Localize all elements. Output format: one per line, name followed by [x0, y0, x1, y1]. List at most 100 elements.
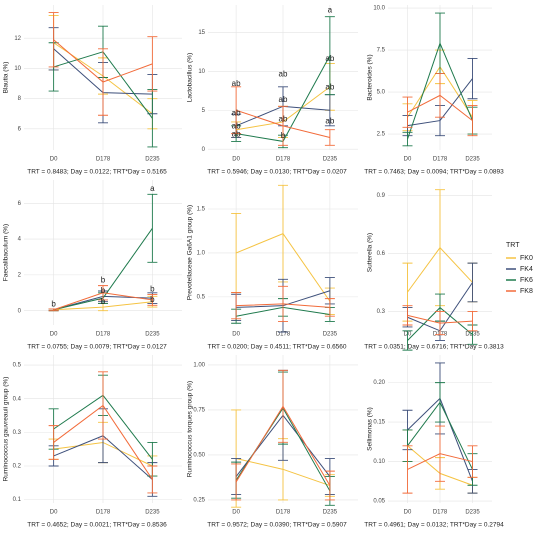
caption: TRT = 0.4652; Day = 0.0021; TRT*Day = 0.…	[27, 522, 167, 529]
legend-label: FK8	[520, 288, 533, 295]
y-tick-label: 12	[14, 36, 21, 42]
error-bar	[324, 16, 335, 96]
y-tick-label: 0.15	[373, 420, 385, 426]
error-bar	[98, 48, 108, 116]
y-tick-label: 0.5	[13, 363, 22, 369]
y-tick-label: 0.3	[377, 309, 386, 315]
error-bar	[324, 129, 335, 146]
x-tick-label: D235	[323, 157, 338, 163]
error-bar	[402, 96, 413, 128]
y-tick-label: 10.0	[373, 6, 385, 12]
x-tick-label: D178	[96, 332, 111, 338]
y-tick-label: 0.10	[373, 459, 385, 465]
annotation: b	[281, 131, 286, 140]
legend-label: FK6	[520, 277, 533, 284]
x-tick-label: D235	[465, 510, 480, 516]
annotation: ab	[232, 108, 241, 117]
annotation: ab	[232, 130, 241, 139]
x-tick-label: D235	[323, 510, 338, 516]
y-tick-label: 0.1	[13, 497, 22, 503]
error-bar	[278, 105, 288, 146]
annotation: ab	[279, 115, 288, 124]
y-tick-label: 1.00	[193, 362, 205, 368]
error-bar	[278, 369, 288, 443]
error-bar	[48, 12, 59, 68]
caption: TRT = 0.7463; Day = 0.0094; TRT*Day = 0.…	[364, 169, 504, 176]
x-tick-label: D0	[404, 157, 412, 163]
annotation: ab	[325, 116, 334, 125]
error-bar	[147, 294, 158, 306]
annotation: b	[51, 300, 56, 309]
error-bar	[147, 36, 158, 92]
annotation: b	[101, 297, 106, 306]
y-tick-label: 0.5	[197, 294, 206, 300]
annotation: b	[150, 284, 155, 293]
annotation: ab	[325, 83, 334, 92]
caption: TRT = 0.4961; Day = 0.0132; TRT*Day = 0.…	[364, 522, 504, 529]
error-bar	[435, 382, 445, 423]
y-tick-label: 0.4	[13, 396, 22, 402]
y-axis-title: Blautia (%)	[3, 62, 10, 94]
y-tick-label: 0	[202, 147, 206, 153]
x-tick-label: D178	[276, 510, 291, 516]
y-tick-label: 15	[198, 30, 205, 36]
y-tick-label: 4	[18, 237, 22, 243]
error-bar	[467, 105, 478, 137]
y-axis-title: Sellimonas (%)	[367, 407, 374, 451]
x-tick-label: D178	[433, 510, 448, 516]
y-axis-title: Ruminococcus torques group (%)	[187, 381, 194, 477]
y-tick-label: 10	[198, 69, 205, 75]
annotation: b	[101, 275, 106, 284]
x-tick-label: D0	[404, 510, 412, 516]
annotation: a	[150, 184, 155, 193]
y-axis-title: Ruminococcus gauvreauii group (%)	[3, 377, 10, 482]
x-tick-label: D178	[276, 332, 291, 338]
y-tick-label: 0.9	[377, 193, 386, 199]
error-bar	[147, 193, 158, 263]
error-bar	[324, 470, 335, 501]
x-tick-label: D235	[145, 332, 160, 338]
annotation: b	[150, 295, 155, 304]
error-bar	[402, 445, 413, 494]
y-tick-label: 1.0	[197, 251, 206, 257]
error-bar	[98, 371, 108, 440]
annotation: ab	[279, 69, 288, 78]
x-tick-label: D235	[323, 332, 338, 338]
y-tick-label: 0.3	[13, 430, 22, 436]
y-tick-label: 5.0	[377, 90, 386, 96]
error-bar	[231, 292, 242, 320]
error-bar	[48, 308, 59, 312]
error-bar	[467, 311, 478, 332]
annotation: ab	[279, 95, 288, 104]
error-bar	[435, 425, 445, 482]
error-bar	[467, 57, 478, 100]
error-bar	[147, 465, 158, 494]
legend-label: FK4	[520, 266, 533, 273]
error-bar	[435, 73, 445, 118]
error-bar	[402, 131, 413, 147]
y-tick-label: 0.05	[373, 499, 385, 505]
y-tick-label: 2.5	[377, 132, 386, 138]
y-tick-label: 10	[14, 66, 21, 72]
x-tick-label: D235	[145, 157, 160, 163]
caption: TRT = 0.0351; Day = 0.6716; TRT*Day = 0.…	[364, 344, 504, 351]
x-tick-label: D0	[50, 157, 58, 163]
y-tick-label: 2	[18, 272, 22, 278]
x-tick-label: D178	[96, 510, 111, 516]
error-bar	[48, 425, 59, 460]
y-tick-label: 0	[18, 308, 22, 314]
y-tick-label: 1.5	[197, 207, 206, 213]
y-tick-label: 7.5	[377, 48, 386, 54]
y-tick-label: 0.50	[193, 453, 205, 459]
y-tick-label: 0.75	[193, 407, 205, 413]
caption: TRT = 0.0755; Day = 0.0079; TRT*Day = 0.…	[27, 344, 167, 351]
caption: TRT = 0.5946; Day = 0.0130; TRT*Day = 0.…	[207, 169, 347, 176]
x-tick-label: D235	[145, 510, 160, 516]
annotation: a	[328, 6, 333, 15]
error-bar	[231, 463, 242, 501]
caption: TRT = 0.0200; Day = 0.4511; TRT*Day = 0.…	[207, 344, 346, 351]
y-tick-label: 0.6	[377, 251, 386, 257]
error-bar	[435, 311, 445, 336]
x-tick-label: D0	[50, 510, 58, 516]
y-tick-label: 6	[18, 201, 22, 207]
